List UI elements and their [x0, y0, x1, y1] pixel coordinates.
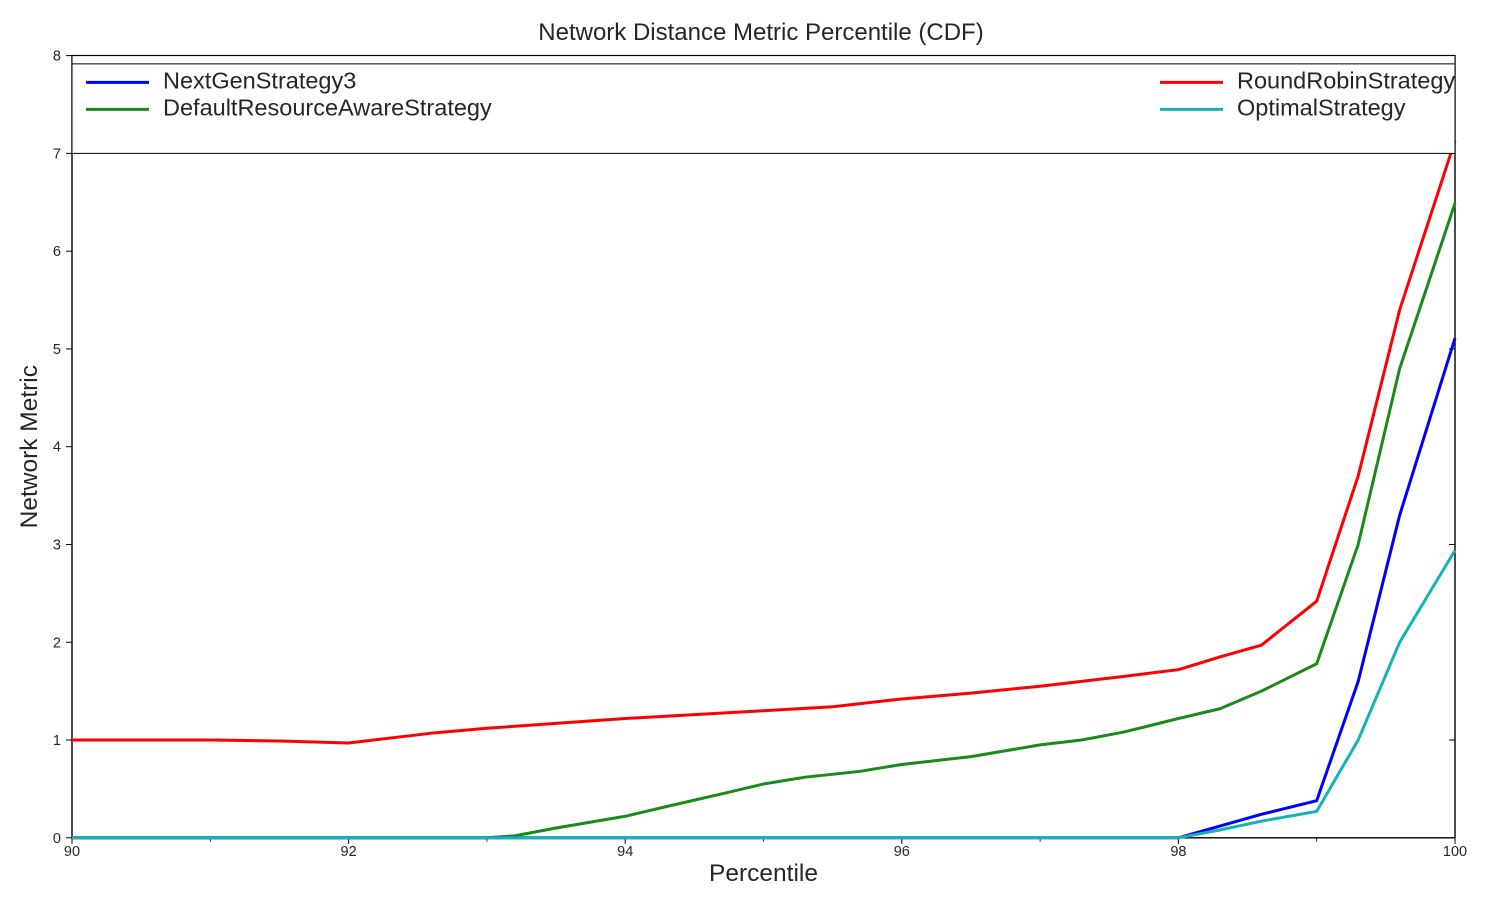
- svg-text:94: 94: [617, 844, 633, 860]
- svg-text:92: 92: [341, 844, 357, 860]
- svg-text:8: 8: [53, 49, 61, 65]
- svg-text:2: 2: [53, 635, 61, 651]
- svg-text:DefaultResourceAwareStrategy: DefaultResourceAwareStrategy: [163, 94, 492, 120]
- svg-text:7: 7: [53, 146, 61, 162]
- svg-text:OptimalStrategy: OptimalStrategy: [1237, 94, 1406, 120]
- svg-text:100: 100: [1443, 844, 1467, 860]
- svg-text:96: 96: [894, 844, 910, 860]
- svg-text:1: 1: [53, 733, 61, 749]
- svg-text:98: 98: [1170, 844, 1186, 860]
- svg-text:Network Distance Metric Percen: Network Distance Metric Percentile (CDF): [538, 19, 983, 46]
- svg-text:3: 3: [53, 537, 61, 553]
- svg-text:NextGenStrategy3: NextGenStrategy3: [163, 67, 356, 93]
- svg-text:5: 5: [53, 342, 61, 358]
- svg-text:90: 90: [64, 844, 80, 860]
- svg-text:RoundRobinStrategy: RoundRobinStrategy: [1237, 67, 1455, 93]
- svg-text:0: 0: [53, 831, 61, 847]
- svg-text:Percentile: Percentile: [709, 860, 818, 887]
- svg-text:Network Metric: Network Metric: [16, 365, 43, 528]
- svg-text:4: 4: [53, 440, 61, 456]
- svg-text:6: 6: [53, 244, 61, 260]
